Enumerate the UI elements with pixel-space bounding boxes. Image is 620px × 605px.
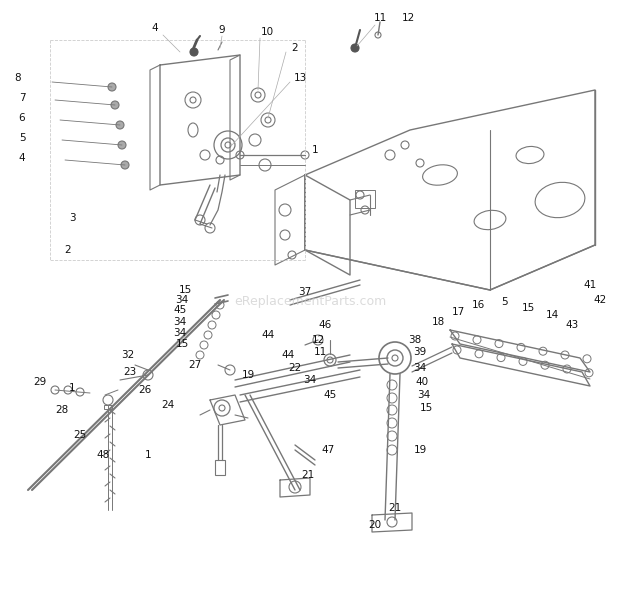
Text: 34: 34 <box>174 317 187 327</box>
Text: 7: 7 <box>19 93 25 103</box>
Text: 47: 47 <box>321 445 335 455</box>
Text: 5: 5 <box>502 297 508 307</box>
Circle shape <box>111 101 119 109</box>
Text: 45: 45 <box>174 305 187 315</box>
Text: 34: 34 <box>414 363 427 373</box>
Text: 41: 41 <box>583 280 596 290</box>
Circle shape <box>108 83 116 91</box>
Text: 24: 24 <box>161 400 175 410</box>
Text: 21: 21 <box>388 503 402 513</box>
Text: 12: 12 <box>311 335 325 345</box>
Text: 28: 28 <box>55 405 69 415</box>
Text: 46: 46 <box>319 320 332 330</box>
Text: 10: 10 <box>260 27 273 37</box>
Text: 5: 5 <box>19 133 25 143</box>
Text: 22: 22 <box>288 363 301 373</box>
Bar <box>215 460 225 475</box>
Text: 26: 26 <box>138 385 152 395</box>
Text: 6: 6 <box>19 113 25 123</box>
Text: 17: 17 <box>451 307 464 317</box>
Text: 40: 40 <box>415 377 428 387</box>
Text: 42: 42 <box>593 295 606 305</box>
Text: 37: 37 <box>298 287 312 297</box>
Text: 15: 15 <box>419 403 433 413</box>
Text: 3: 3 <box>69 213 75 223</box>
Text: 11: 11 <box>373 13 387 23</box>
Circle shape <box>116 121 124 129</box>
Text: 19: 19 <box>241 370 255 380</box>
Text: 34: 34 <box>175 295 188 305</box>
Text: 34: 34 <box>174 328 187 338</box>
Text: 27: 27 <box>188 360 202 370</box>
Text: 39: 39 <box>414 347 427 357</box>
Text: 45: 45 <box>324 390 337 400</box>
Text: 16: 16 <box>471 300 485 310</box>
Text: 1: 1 <box>69 383 75 393</box>
Text: 19: 19 <box>414 445 427 455</box>
Text: eReplacementParts.com: eReplacementParts.com <box>234 295 386 309</box>
Text: 18: 18 <box>432 317 445 327</box>
Circle shape <box>118 141 126 149</box>
Text: 11: 11 <box>313 347 327 357</box>
Text: 2: 2 <box>291 43 298 53</box>
Bar <box>355 190 375 208</box>
Text: 23: 23 <box>123 367 136 377</box>
Text: 44: 44 <box>281 350 294 360</box>
Text: 25: 25 <box>73 430 87 440</box>
Text: 29: 29 <box>33 377 46 387</box>
Text: 15: 15 <box>179 285 192 295</box>
Text: 20: 20 <box>368 520 381 530</box>
Text: 43: 43 <box>565 320 578 330</box>
Bar <box>104 405 112 409</box>
Text: 15: 15 <box>175 339 188 349</box>
Text: 34: 34 <box>303 375 317 385</box>
Text: 32: 32 <box>122 350 135 360</box>
Text: 34: 34 <box>417 390 431 400</box>
Text: 8: 8 <box>15 73 21 83</box>
Text: 15: 15 <box>521 303 534 313</box>
Circle shape <box>351 44 359 52</box>
Text: 1: 1 <box>144 450 151 460</box>
Text: 44: 44 <box>262 330 275 340</box>
Text: 12: 12 <box>401 13 415 23</box>
Circle shape <box>190 48 198 56</box>
Text: 9: 9 <box>219 25 225 35</box>
Text: 21: 21 <box>301 470 314 480</box>
Text: 48: 48 <box>96 450 110 460</box>
Text: 13: 13 <box>293 73 307 83</box>
Text: 2: 2 <box>64 245 71 255</box>
Text: 1: 1 <box>312 145 318 155</box>
Text: 4: 4 <box>19 153 25 163</box>
Circle shape <box>121 161 129 169</box>
Text: 4: 4 <box>152 23 158 33</box>
Text: 14: 14 <box>546 310 559 320</box>
Text: 38: 38 <box>409 335 422 345</box>
